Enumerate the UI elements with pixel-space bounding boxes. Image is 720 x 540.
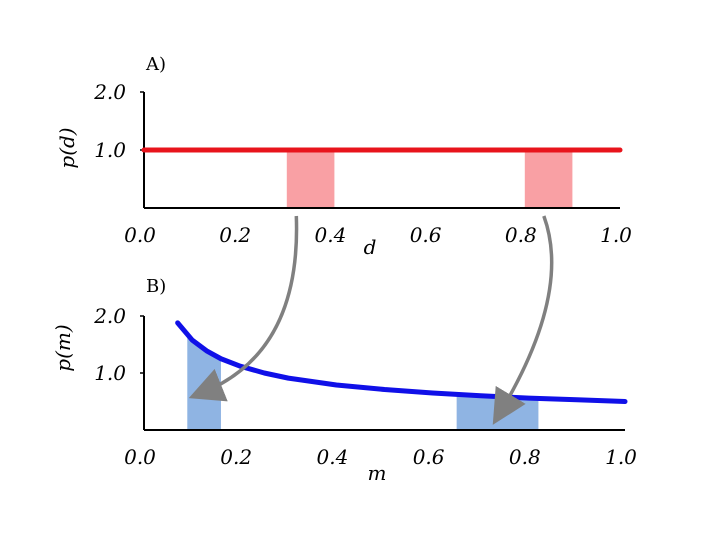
x-tick-label-4: 0.6	[410, 223, 442, 247]
shaded-interval-1	[286, 150, 335, 208]
panel-b-xlabel: m	[368, 461, 387, 485]
panel-a-xlabel: d	[364, 235, 377, 259]
x-tick-label-1: 0.0	[124, 223, 156, 247]
mapping-arrow-1	[188, 215, 299, 402]
x-tick-label-5: 0.8	[509, 445, 541, 469]
panel-a-label: A)	[145, 54, 166, 75]
mapping-arrows	[188, 215, 554, 425]
panel-b: B) p(m) m 1.0 2.0 0.0 0.2 0.4 0.6 0.8 1.0	[51, 276, 637, 485]
x-tick-label-4: 0.6	[413, 445, 445, 469]
y-tick-label-1: 1.0	[94, 138, 126, 162]
y-tick-label-2: 2.0	[93, 304, 126, 328]
x-tick-label-6: 1.0	[605, 445, 637, 469]
panel-b-ylabel: p(m)	[51, 324, 75, 371]
panel-a: A) p(d) d 1.0 2.0 0.0 0.2 0.4 0.6 0.8 1.0	[55, 54, 632, 259]
y-tick-label-1: 1.0	[94, 361, 126, 385]
x-tick-label-1: 0.0	[124, 445, 156, 469]
mapping-arrow-2	[492, 215, 554, 425]
panel-a-ylabel: p(d)	[55, 127, 79, 168]
x-tick-label-2: 0.2	[220, 445, 252, 469]
x-tick-label-5: 0.8	[505, 223, 537, 247]
shaded-interval-2	[524, 150, 573, 208]
panel-a-marks: 1.0 2.0 0.0 0.2 0.4 0.6 0.8 1.0	[93, 80, 632, 247]
series-line	[175, 320, 628, 404]
x-tick-label-3: 0.4	[316, 445, 348, 469]
x-tick-label-2: 0.2	[219, 223, 251, 247]
panel-b-label: B)	[146, 276, 166, 297]
panel-b-marks: 1.0 2.0 0.0 0.2 0.4 0.6 0.8 1.0	[93, 304, 637, 469]
x-tick-label-3: 0.4	[314, 223, 346, 247]
y-tick-label-2: 2.0	[93, 80, 126, 104]
x-tick-label-6: 1.0	[600, 223, 632, 247]
